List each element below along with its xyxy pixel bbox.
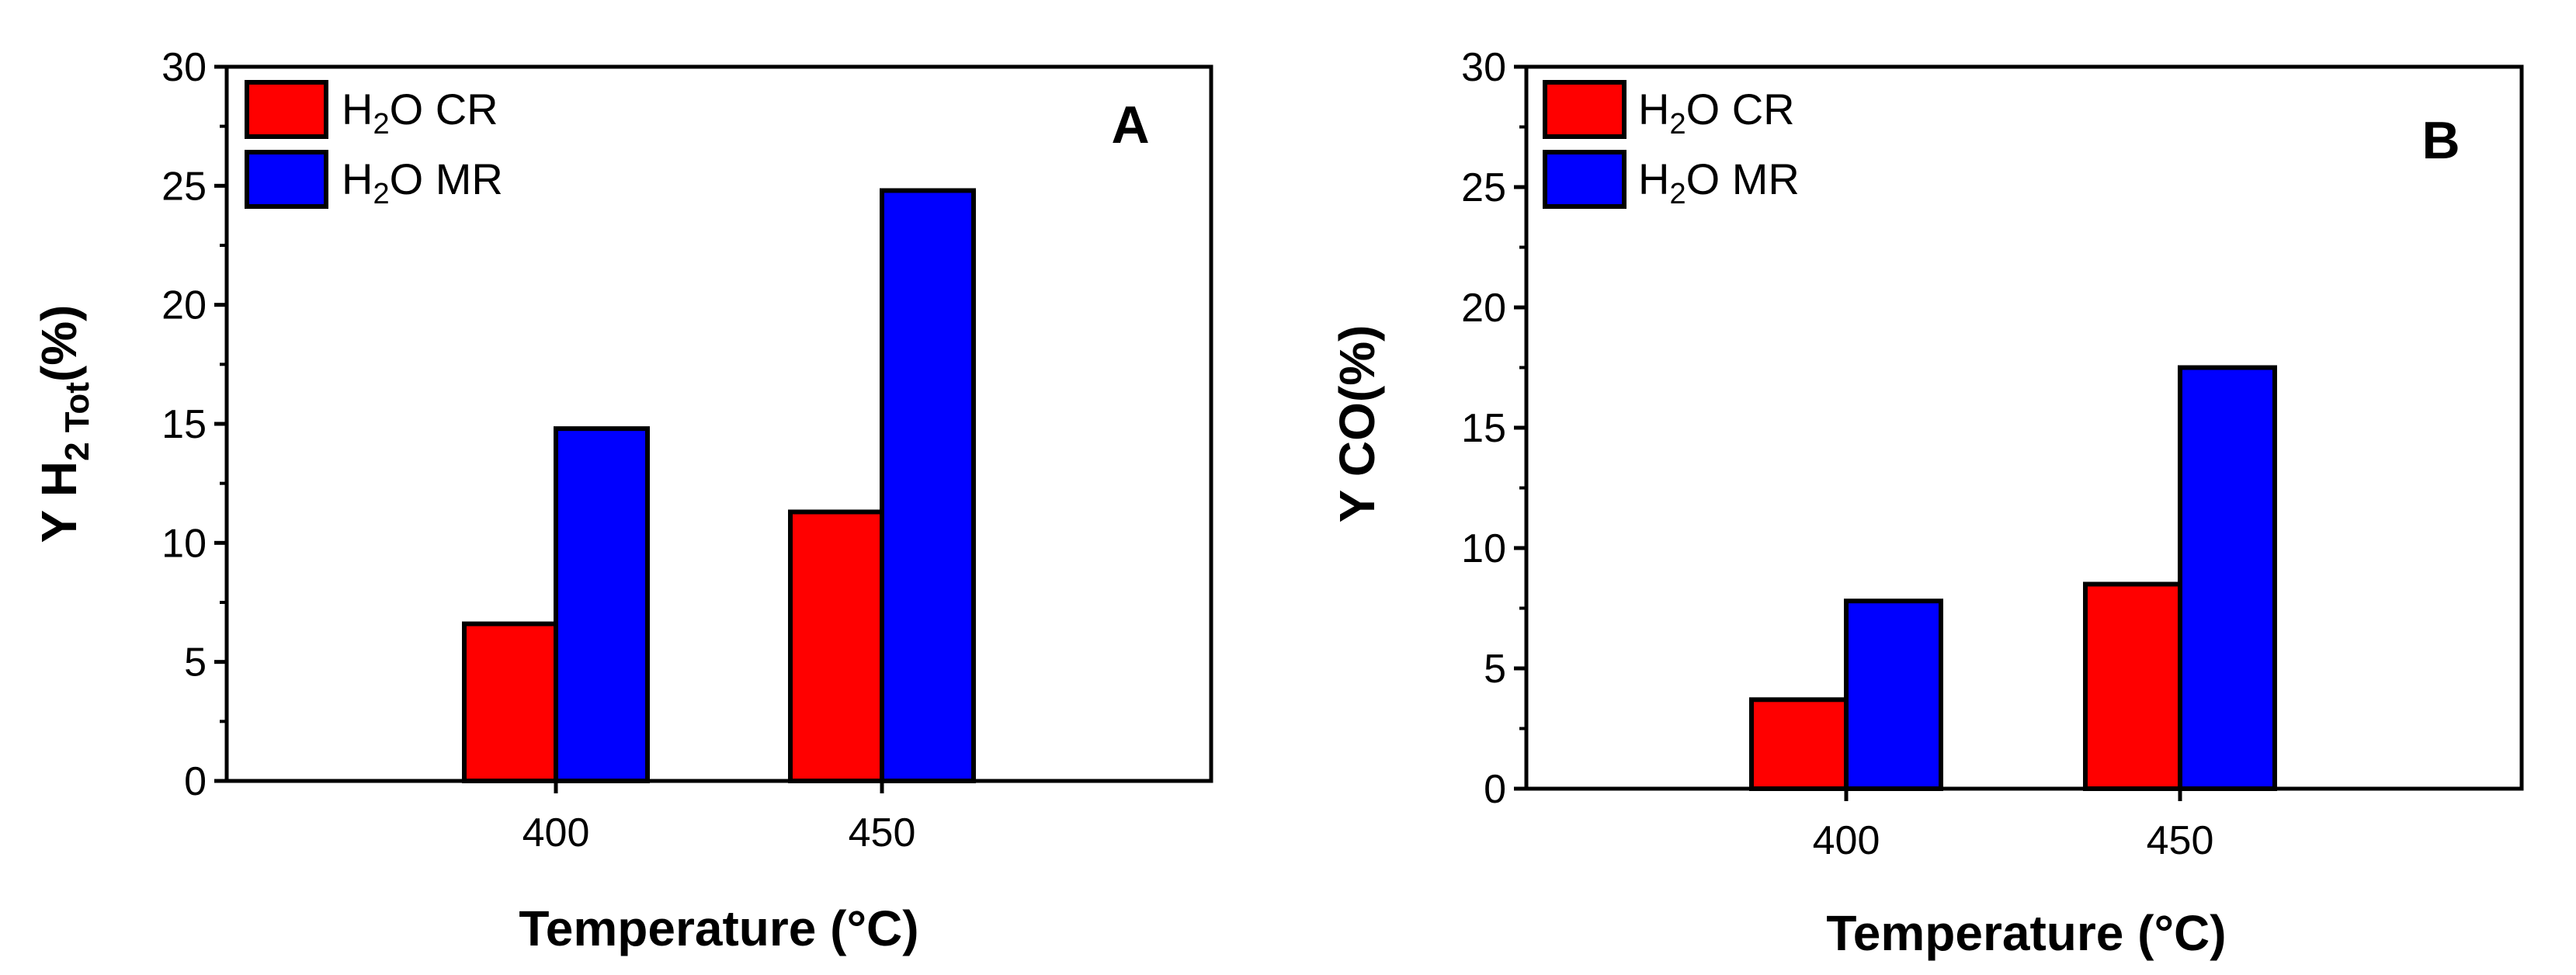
a-ytick-label-5: 5	[184, 640, 207, 685]
a-ytick-label-30: 30	[161, 45, 207, 90]
a-ytick-label-0: 0	[184, 759, 207, 804]
a-bar-cr-450	[788, 509, 884, 783]
panel-a: 0 5 10 15 20 25 30 400 450 H2O CR H2O MR A Temp…	[31, 45, 1213, 956]
b-x-axis-title: Temperature (°C)	[1826, 905, 2226, 961]
b-bar-mr-400	[1844, 599, 1943, 792]
a-bar-cr-400	[462, 621, 558, 783]
a-xtick-label-400: 400	[522, 810, 590, 855]
a-ytick-label-10: 10	[161, 521, 207, 566]
b-ytick-label-15: 15	[1461, 406, 1506, 451]
b-panel-label: B	[2422, 111, 2460, 170]
a-y-ticks: 0 5 10 15 20 25 30	[161, 45, 227, 804]
b-ytick-label-30: 30	[1461, 45, 1506, 90]
b-x-ticks: 400 450	[1813, 789, 2214, 863]
b-legend-label-cr: H2O CR	[1638, 85, 1795, 141]
a-x-axis-title: Temperature (°C)	[519, 900, 918, 956]
a-ytick-label-25: 25	[161, 164, 207, 209]
b-xtick-label-400: 400	[1813, 818, 1880, 863]
b-bar-mr-450	[2178, 365, 2277, 791]
b-xtick-label-450: 450	[2147, 818, 2214, 863]
a-x-ticks: 400 450	[522, 781, 916, 855]
a-ytick-label-15: 15	[161, 402, 207, 447]
a-bar-mr-450	[880, 188, 976, 783]
b-bar-cr-400	[1749, 697, 1849, 791]
a-y-axis-title: Y H2 Tot(%)	[31, 305, 96, 543]
a-plot-frame	[224, 64, 1213, 783]
b-legend-swatch-mr	[1543, 150, 1626, 209]
a-panel-label: A	[1111, 95, 1149, 154]
b-bar-cr-450	[2083, 581, 2182, 791]
a-legend-label-cr: H2O CR	[342, 85, 498, 141]
b-legend-label-mr: H2O MR	[1638, 154, 1800, 210]
b-y-ticks: 0 5 10 15 20 25 30	[1461, 45, 1526, 812]
b-ytick-label-10: 10	[1461, 526, 1506, 571]
b-plot-frame	[1524, 64, 2524, 791]
b-bar-group	[1749, 365, 2277, 792]
b-y-axis-title: Y CO(%)	[1329, 325, 1385, 523]
a-bar-group	[462, 188, 976, 784]
a-ytick-label-20: 20	[161, 283, 207, 328]
b-ytick-label-0: 0	[1484, 767, 1506, 812]
panel-b: 0 5 10 15 20 25 30 400 450 H2O CR H2O MR B Temp…	[1329, 45, 2524, 961]
a-legend-swatch-cr	[245, 80, 328, 139]
a-legend-label-mr: H2O MR	[342, 154, 503, 210]
b-ytick-label-5: 5	[1484, 647, 1506, 692]
b-ytick-label-20: 20	[1461, 286, 1506, 331]
b-legend-swatch-cr	[1543, 80, 1626, 139]
a-xtick-label-450: 450	[849, 810, 916, 855]
a-bar-mr-400	[554, 426, 650, 784]
b-ytick-label-25: 25	[1461, 165, 1506, 210]
a-legend-swatch-mr	[245, 150, 328, 209]
